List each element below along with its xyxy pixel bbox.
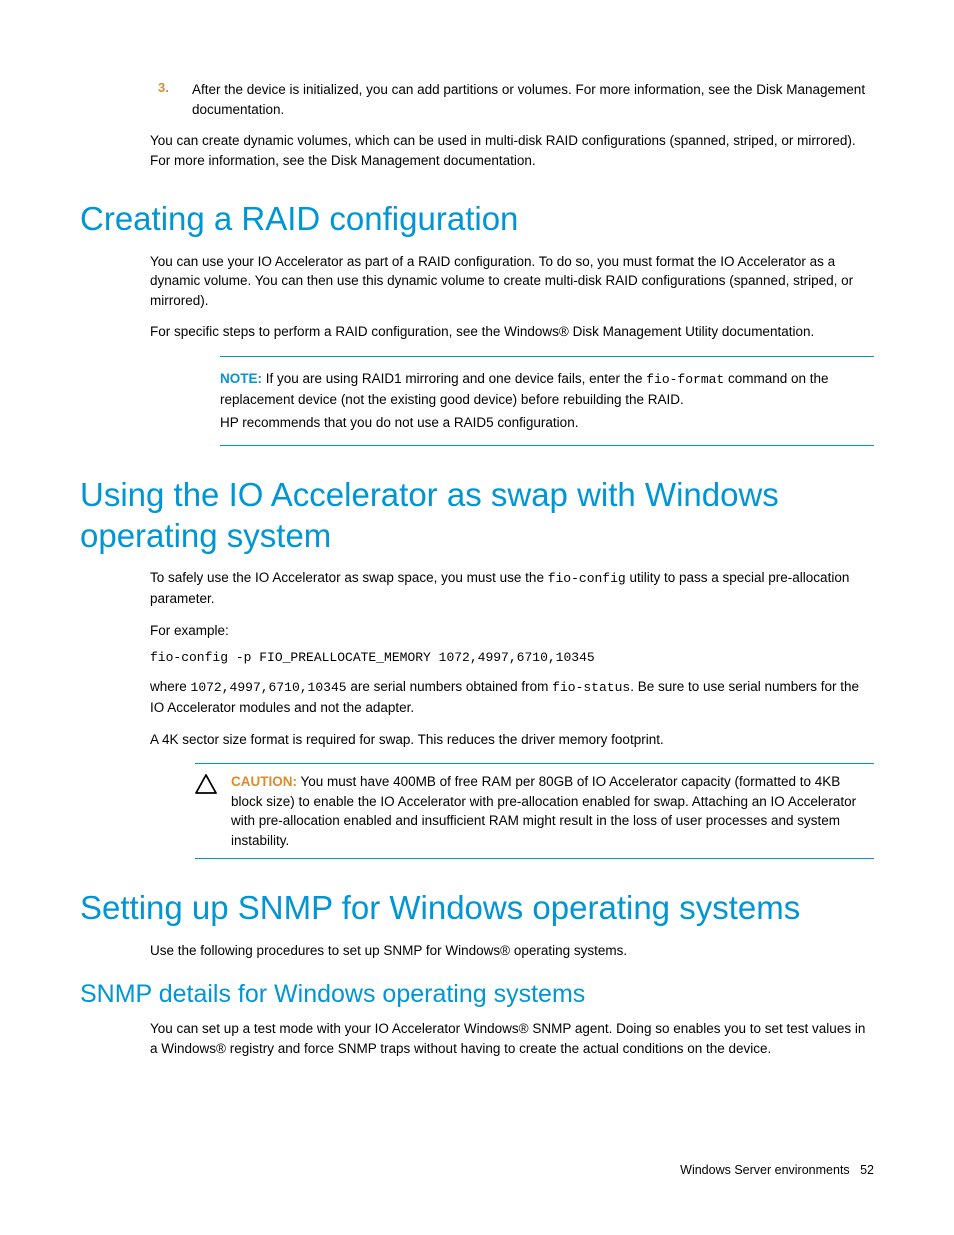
document-page: 3. After the device is initialized, you … [0, 0, 954, 1235]
note-line-1: NOTE: If you are using RAID1 mirroring a… [220, 369, 874, 409]
note-code-1: fio-format [646, 372, 724, 387]
code-example: fio-config -p FIO_PREALLOCATE_MEMORY 107… [150, 650, 874, 665]
snmp-details-body: You can set up a test mode with your IO … [150, 1019, 874, 1058]
heading-swap: Using the IO Accelerator as swap with Wi… [80, 474, 874, 557]
warning-icon [195, 772, 217, 850]
step-text: After the device is initialized, you can… [192, 80, 874, 119]
para-snmp-details: You can set up a test mode with your IO … [150, 1019, 874, 1058]
where-code-1: 1072,4997,6710,10345 [191, 680, 347, 695]
caution-label: CAUTION: [231, 774, 297, 789]
note-block: NOTE: If you are using RAID1 mirroring a… [220, 356, 874, 446]
caution-body: You must have 400MB of free RAM per 80GB… [231, 774, 856, 848]
step-3: 3. After the device is initialized, you … [150, 80, 874, 119]
para-raid-intro: You can use your IO Accelerator as part … [150, 252, 874, 311]
snmp-body: Use the following procedures to set up S… [150, 941, 874, 961]
swap-body: To safely use the IO Accelerator as swap… [150, 568, 874, 749]
caution-text: CAUTION: You must have 400MB of free RAM… [231, 772, 874, 850]
para-raid-steps: For specific steps to perform a RAID con… [150, 322, 874, 342]
footer-page-number: 52 [860, 1163, 874, 1177]
where-mid: are serial numbers obtained from [347, 679, 553, 694]
heading-snmp: Setting up SNMP for Windows operating sy… [80, 887, 874, 928]
step-number: 3. [150, 80, 192, 119]
where-code-2: fio-status [552, 680, 630, 695]
footer-section: Windows Server environments [680, 1163, 850, 1177]
para-dynamic-volumes: You can create dynamic volumes, which ca… [150, 131, 874, 170]
step-list: 3. After the device is initialized, you … [150, 80, 874, 119]
note-label: NOTE: [220, 371, 262, 386]
caution-block: CAUTION: You must have 400MB of free RAM… [195, 763, 874, 859]
note-line-2: HP recommends that you do not use a RAID… [220, 413, 874, 433]
heading-snmp-details: SNMP details for Windows operating syste… [80, 980, 874, 1009]
para-swap-intro: To safely use the IO Accelerator as swap… [150, 568, 874, 608]
para-4k: A 4K sector size format is required for … [150, 730, 874, 750]
swap-intro-pre: To safely use the IO Accelerator as swap… [150, 570, 548, 585]
heading-creating-raid: Creating a RAID configuration [80, 198, 874, 239]
para-where: where 1072,4997,6710,10345 are serial nu… [150, 677, 874, 717]
raid-body: You can use your IO Accelerator as part … [150, 252, 874, 342]
para-for-example: For example: [150, 621, 874, 641]
where-pre: where [150, 679, 191, 694]
swap-intro-code: fio-config [548, 571, 626, 586]
para-snmp-intro: Use the following procedures to set up S… [150, 941, 874, 961]
page-footer: Windows Server environments 52 [680, 1163, 874, 1177]
note-text-1a: If you are using RAID1 mirroring and one… [266, 371, 646, 386]
paragraph-block: You can create dynamic volumes, which ca… [150, 131, 874, 170]
